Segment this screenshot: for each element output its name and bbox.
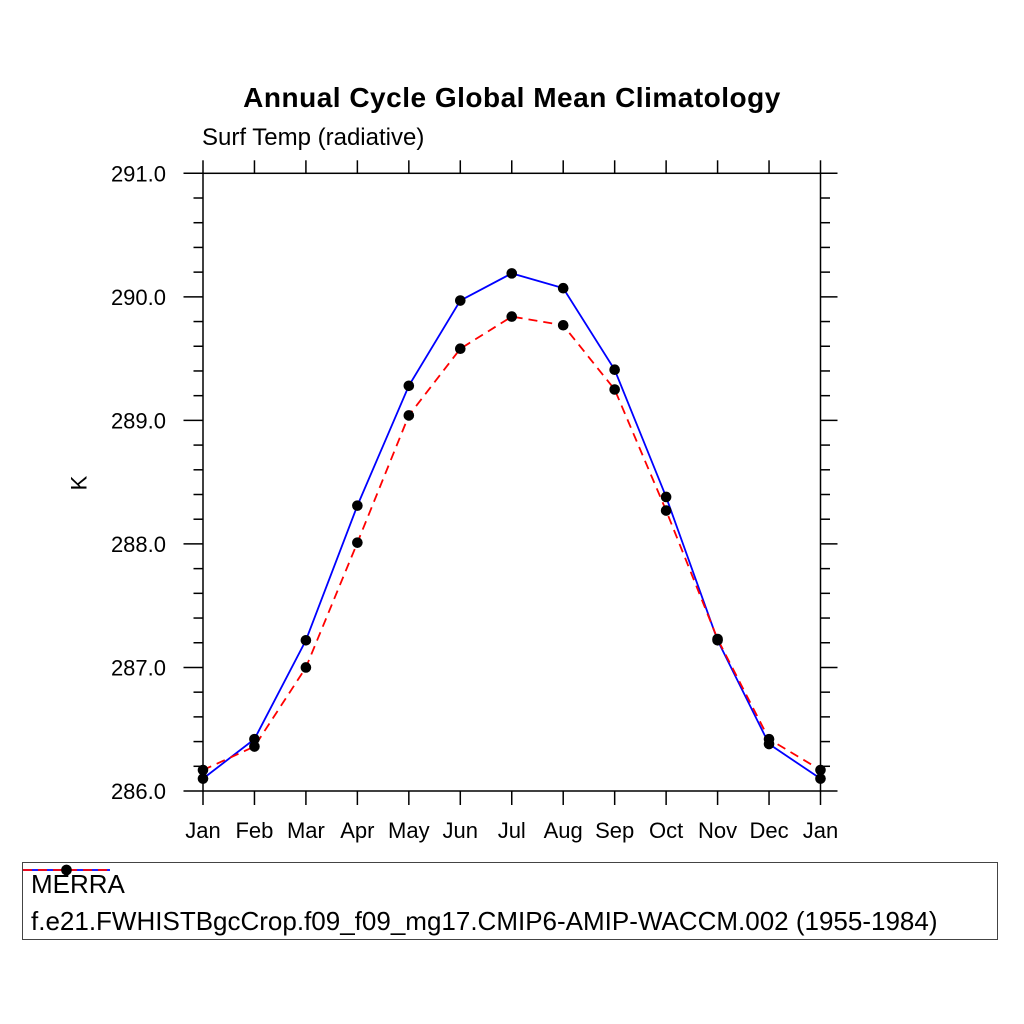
x-tick-label: Jan	[185, 818, 220, 843]
series-marker-0	[454, 295, 466, 306]
x-tick-label: Mar	[287, 818, 325, 843]
legend-row: f.e21.FWHISTBgcCrop.f09_f09_mg17.CMIP6-A…	[23, 864, 997, 940]
chart-title: Annual Cycle Global Mean Climatology	[243, 82, 781, 113]
x-tick-label: Oct	[649, 818, 683, 843]
series-marker-0	[506, 268, 518, 279]
series-marker-1	[249, 741, 260, 752]
y-tick-label: 286.0	[111, 779, 166, 804]
plot-frame	[202, 172, 822, 792]
series-marker-1	[352, 537, 363, 548]
x-tick-label: Feb	[235, 818, 273, 843]
x-tick-label: Dec	[749, 818, 788, 843]
series-marker-1	[300, 662, 312, 673]
x-tick-label: Sep	[595, 818, 634, 843]
x-tick-label: Aug	[544, 818, 583, 843]
series-marker-0	[557, 282, 569, 294]
x-tick-label: May	[388, 818, 430, 843]
x-tick-label: Jul	[498, 818, 526, 843]
series-marker-1	[557, 319, 569, 331]
series-line-0	[202, 272, 822, 780]
legend-row: MERRA	[23, 864, 997, 903]
series-marker-0	[197, 773, 209, 784]
legend-label: MERRA	[31, 869, 125, 899]
series-marker-1	[197, 764, 209, 776]
legend-marker	[61, 864, 72, 876]
series-marker-1	[712, 633, 723, 645]
series-marker-1	[815, 764, 826, 776]
series-line-1	[202, 315, 821, 771]
y-tick-label: 287.0	[111, 655, 166, 680]
series-marker-1	[454, 343, 466, 355]
series-marker-0	[609, 364, 620, 376]
y-tick-label: 289.0	[111, 408, 166, 433]
x-tick-label: Jun	[443, 818, 478, 843]
x-tick-label: Jan	[803, 818, 838, 843]
y-tick-label: 290.0	[111, 285, 166, 310]
chart-subtitle: Surf Temp (radiative)	[202, 124, 425, 151]
y-tick-label: 288.0	[111, 532, 166, 557]
y-tick-label: 291.0	[111, 161, 166, 186]
series-marker-1	[609, 384, 620, 395]
series-marker-0	[660, 491, 672, 503]
series-marker-1	[660, 505, 672, 516]
legend-line-sample	[23, 864, 110, 876]
legend-rows: MERRA f.e21.FWHISTBgcCrop.f09_f09_mg17.CM…	[23, 864, 997, 940]
series-marker-0	[815, 773, 826, 784]
x-tick-label: Apr	[340, 818, 374, 843]
series-marker-1	[506, 311, 518, 322]
series-marker-1	[403, 410, 415, 421]
legend-label: f.e21.FWHISTBgcCrop.f09_f09_mg17.CMIP6-A…	[31, 906, 938, 936]
series-marker-0	[300, 634, 312, 646]
legend-box: MERRA f.e21.FWHISTBgcCrop.f09_f09_mg17.CM…	[22, 862, 998, 940]
series-marker-1	[763, 733, 775, 745]
series-marker-0	[352, 500, 363, 511]
x-tick-label: Nov	[698, 818, 737, 843]
series-marker-0	[249, 733, 260, 745]
series-marker-0	[403, 380, 415, 392]
